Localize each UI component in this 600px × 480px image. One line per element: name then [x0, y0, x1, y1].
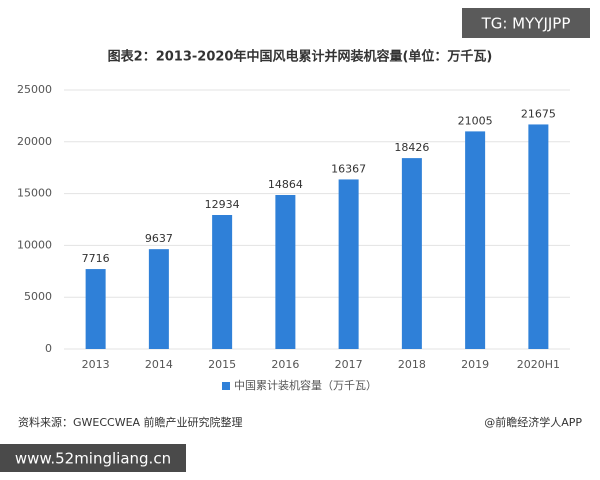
data-label: 12934 — [205, 198, 240, 211]
bar — [465, 131, 486, 349]
bar — [148, 249, 169, 349]
x-tick-label: 2013 — [82, 358, 110, 371]
source: 资料来源：GWECCWEA 前瞻产业研究院整理 — [18, 415, 243, 429]
bar — [85, 269, 106, 349]
x-tick-label: 2018 — [398, 358, 426, 371]
data-label: 16367 — [331, 162, 366, 175]
bar — [338, 179, 359, 349]
bar — [401, 158, 422, 349]
data-label: 9637 — [145, 232, 173, 245]
x-tick-label: 2014 — [145, 358, 173, 371]
data-label: 21675 — [521, 107, 556, 120]
data-label: 18426 — [394, 141, 429, 154]
legend-swatch — [222, 382, 230, 390]
watermark-text: TG: MYYJJPP — [481, 15, 571, 33]
x-tick-label: 2017 — [335, 358, 363, 371]
bar — [528, 124, 549, 350]
x-tick-label: 2016 — [271, 358, 299, 371]
y-tick-label: 15000 — [17, 187, 52, 200]
y-tick-label: 20000 — [17, 135, 52, 148]
site-text: www.52mingliang.cn — [15, 450, 171, 468]
data-label: 14864 — [268, 178, 303, 191]
bar — [212, 215, 233, 349]
chart-title: 图表2：2013-2020年中国风电累计并网装机容量(单位：万千瓦) — [108, 49, 493, 65]
x-tick-label: 2019 — [461, 358, 489, 371]
y-tick-label: 0 — [45, 342, 52, 355]
data-label: 21005 — [458, 114, 493, 127]
x-tick-label: 2015 — [208, 358, 236, 371]
y-tick-label: 5000 — [24, 290, 52, 303]
data-label: 7716 — [82, 252, 110, 265]
watermark-box — [462, 8, 590, 38]
y-tick-label: 10000 — [17, 238, 52, 251]
legend-label: 中国累计装机容量（万千瓦） — [234, 378, 377, 392]
site-box — [0, 444, 186, 472]
x-tick-label: 2020H1 — [517, 358, 560, 371]
y-tick-label: 25000 — [17, 83, 52, 96]
credit: @前瞻经济学人APP — [484, 415, 582, 429]
bar — [275, 195, 296, 349]
